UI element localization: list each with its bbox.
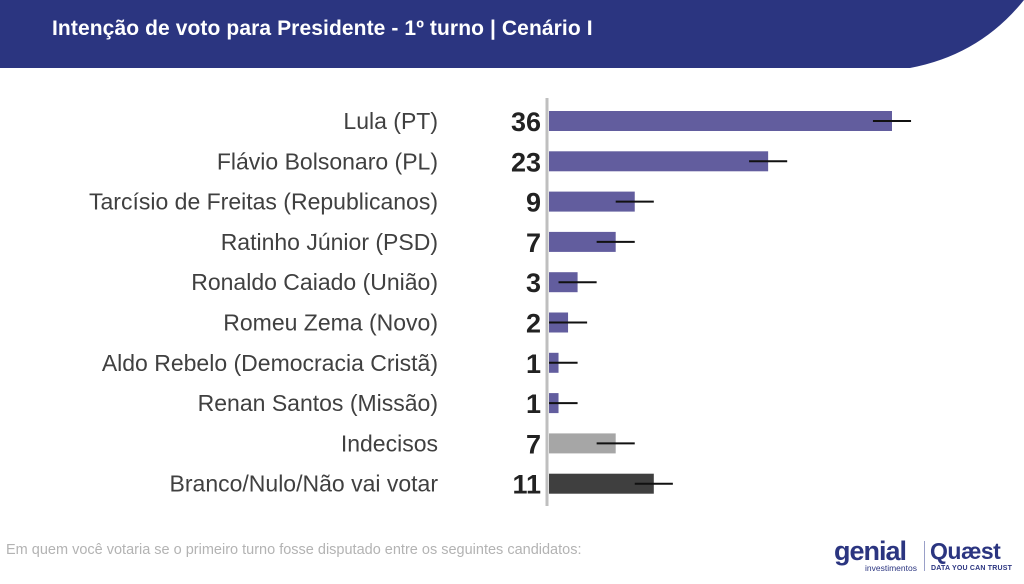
genial-logo-word: genial: [834, 536, 907, 566]
header-curve: [910, 0, 1024, 68]
category-label: Indecisos: [341, 430, 438, 456]
value-label: 36: [511, 107, 541, 137]
logo-divider: [924, 541, 925, 571]
genial-logo-sub: investimentos: [865, 563, 917, 573]
header-banner: Intenção de voto para Presidente - 1º tu…: [0, 0, 1024, 68]
category-label: Branco/Nulo/Não vai votar: [170, 471, 439, 497]
value-label: 9: [526, 188, 541, 218]
category-label: Romeu Zema (Novo): [223, 310, 438, 336]
quaest-logo-sub: DATA YOU CAN TRUST: [931, 565, 1013, 572]
value-label: 3: [526, 268, 541, 298]
bar: [549, 231, 616, 252]
bar: [549, 191, 635, 212]
quaest-logo-word: Quæst: [930, 538, 1001, 564]
page-title: Intenção de voto para Presidente - 1º tu…: [52, 17, 593, 40]
bar: [549, 111, 892, 131]
category-label: Ratinho Júnior (PSD): [221, 229, 438, 255]
bar: [549, 433, 616, 454]
bar: [549, 473, 654, 494]
value-label: 23: [511, 147, 541, 177]
value-label: 11: [512, 470, 541, 500]
quaest-logo: Quæst DATA YOU CAN TRUST: [930, 536, 1016, 576]
value-label: 7: [526, 228, 541, 258]
value-label: 7: [526, 429, 541, 459]
genial-logo: genial investimentos: [834, 536, 922, 576]
category-label: Aldo Rebelo (Democracia Cristã): [102, 350, 438, 376]
category-label: Lula (PT): [343, 108, 438, 134]
header-background: [0, 0, 1024, 68]
footnote: Em quem você votaria se o primeiro turno…: [6, 542, 582, 558]
value-label: 1: [526, 389, 541, 419]
category-label: Flávio Bolsonaro (PL): [217, 148, 438, 174]
value-label: 1: [526, 349, 541, 379]
category-label: Renan Santos (Missão): [198, 390, 438, 416]
bar: [549, 151, 769, 172]
category-label: Ronaldo Caiado (União): [191, 269, 438, 295]
value-label: 2: [526, 309, 541, 339]
category-label: Tarcísio de Freitas (Republicanos): [89, 189, 438, 215]
